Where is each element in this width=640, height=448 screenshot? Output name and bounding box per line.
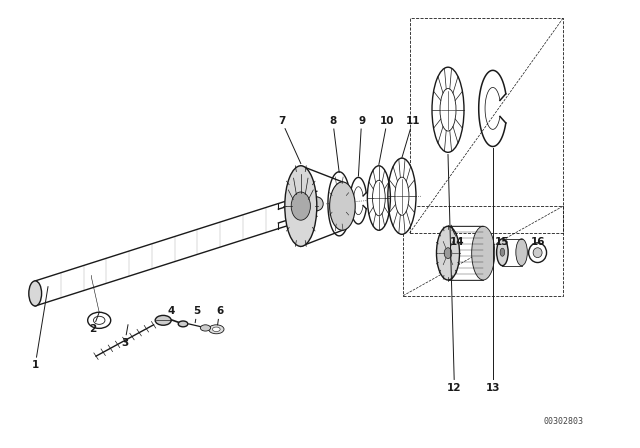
Ellipse shape bbox=[395, 177, 409, 215]
Ellipse shape bbox=[500, 248, 505, 256]
Text: 4: 4 bbox=[168, 306, 175, 316]
Text: 7: 7 bbox=[278, 116, 285, 126]
Text: 2: 2 bbox=[89, 324, 97, 334]
Ellipse shape bbox=[444, 248, 452, 258]
Text: 15: 15 bbox=[495, 237, 509, 247]
Ellipse shape bbox=[178, 321, 188, 327]
Ellipse shape bbox=[372, 180, 385, 216]
Ellipse shape bbox=[432, 67, 464, 152]
Ellipse shape bbox=[533, 248, 542, 258]
Text: 16: 16 bbox=[531, 237, 545, 247]
Text: 13: 13 bbox=[486, 383, 500, 392]
Text: 6: 6 bbox=[216, 306, 223, 316]
Ellipse shape bbox=[440, 88, 456, 131]
Ellipse shape bbox=[436, 226, 460, 280]
Ellipse shape bbox=[472, 226, 495, 280]
Ellipse shape bbox=[516, 239, 527, 266]
Text: 11: 11 bbox=[406, 116, 420, 126]
Text: 14: 14 bbox=[451, 237, 465, 247]
Text: 10: 10 bbox=[380, 116, 394, 126]
Ellipse shape bbox=[209, 325, 224, 334]
Ellipse shape bbox=[88, 312, 111, 328]
Ellipse shape bbox=[291, 192, 310, 220]
Ellipse shape bbox=[388, 158, 416, 234]
Ellipse shape bbox=[29, 281, 42, 306]
Text: 1: 1 bbox=[31, 360, 39, 370]
Ellipse shape bbox=[155, 315, 172, 325]
Text: 00302803: 00302803 bbox=[543, 417, 583, 426]
Ellipse shape bbox=[310, 197, 323, 211]
Ellipse shape bbox=[529, 243, 547, 263]
Text: 12: 12 bbox=[447, 383, 461, 392]
Ellipse shape bbox=[367, 166, 390, 230]
Text: 5: 5 bbox=[193, 306, 201, 316]
Text: 3: 3 bbox=[121, 338, 129, 348]
Ellipse shape bbox=[330, 182, 355, 230]
Ellipse shape bbox=[93, 316, 105, 324]
Ellipse shape bbox=[497, 239, 508, 266]
Ellipse shape bbox=[200, 325, 211, 331]
Text: 9: 9 bbox=[358, 116, 365, 126]
Text: 8: 8 bbox=[329, 116, 337, 126]
Ellipse shape bbox=[212, 327, 220, 332]
Ellipse shape bbox=[285, 166, 317, 246]
